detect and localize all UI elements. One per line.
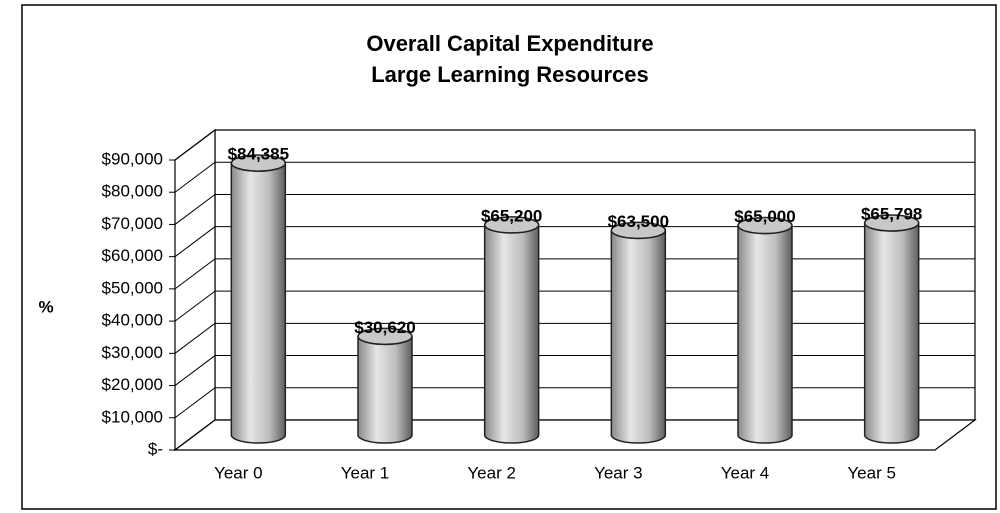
y-tick-label: $60,000: [102, 246, 163, 265]
y-tick-label: $10,000: [102, 407, 163, 426]
bar: [737, 225, 793, 444]
value-label: $65,000: [734, 207, 795, 226]
bar: [610, 230, 667, 444]
bar-top: [357, 327, 413, 346]
value-label: $84,385: [228, 145, 289, 164]
side-wall: [174, 128, 216, 452]
chart-title: Overall Capital Expenditure: [366, 31, 653, 56]
y-tick-label: $80,000: [102, 182, 163, 201]
grid-line: [174, 322, 975, 354]
grid-line: [174, 161, 975, 193]
grid-line: [174, 226, 975, 258]
bar-top: [610, 221, 667, 240]
grid-line: [174, 193, 975, 225]
x-tick-label: Year 4: [721, 463, 770, 482]
y-axis-label: %: [38, 297, 53, 316]
grid-line: [174, 290, 975, 322]
grid-line: [174, 419, 975, 451]
y-tick-label: $30,000: [102, 343, 163, 362]
y-tick-label: $40,000: [102, 311, 163, 330]
bar-top: [230, 154, 287, 172]
grid-line: [174, 355, 975, 386]
grid-line: [174, 387, 975, 419]
x-tick-label: Year 1: [341, 463, 390, 482]
grid-line: [174, 129, 975, 161]
y-tick-label: $-: [148, 439, 163, 458]
y-tick-label: $20,000: [102, 375, 163, 394]
chart-title: Large Learning Resources: [371, 62, 649, 87]
bar-top: [483, 216, 540, 234]
bar-top: [863, 214, 920, 232]
bar: [357, 336, 413, 444]
y-tick-label: $50,000: [102, 278, 163, 297]
y-tick-label: $70,000: [102, 214, 163, 233]
back-wall: [214, 129, 976, 421]
bar: [483, 224, 540, 444]
bar-top: [737, 216, 793, 235]
y-tick-label: $90,000: [102, 149, 163, 168]
value-label: $63,500: [608, 212, 669, 231]
x-tick-label: Year 0: [214, 463, 263, 482]
floor: [173, 419, 977, 451]
x-tick-label: Year 2: [467, 463, 516, 482]
bar: [863, 222, 920, 444]
value-label: $30,620: [354, 318, 415, 337]
value-label: $65,200: [481, 206, 542, 225]
value-label: $65,798: [861, 204, 922, 223]
bar: [230, 162, 287, 444]
x-tick-label: Year 3: [594, 463, 643, 482]
x-tick-label: Year 5: [847, 463, 896, 482]
grid-line: [174, 258, 975, 290]
